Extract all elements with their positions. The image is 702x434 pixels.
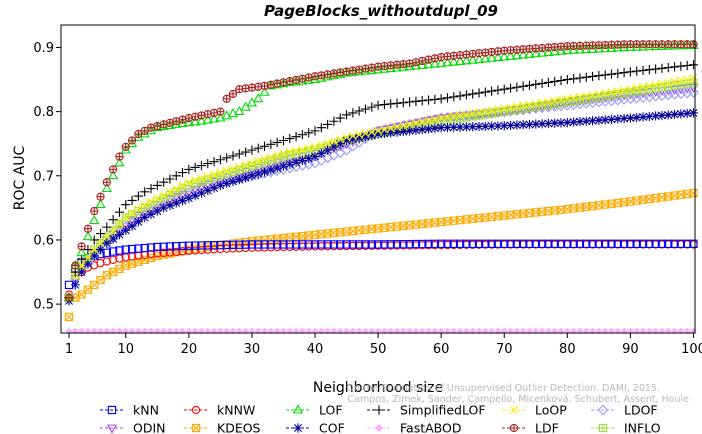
x-tick-label: 30 [244, 342, 261, 357]
legend: kNN kNNW LOF SimplifiedLOF LoOP LDOF ODIN KDEOS… [100, 403, 661, 434]
series-cof [64, 108, 699, 306]
x-tick-label: 10 [117, 342, 134, 357]
watermark-citation-line1: On the Evaluation of Unsupervised Outlie… [346, 383, 660, 394]
legend-label: LOF [319, 403, 343, 418]
series-lof [63, 39, 699, 302]
x-tick-label: 60 [433, 342, 450, 357]
axes: 1 10 20 30 40 50 60 70 80 90 100 0.5 0.6 0.7 0.8 0.9 [33, 24, 702, 357]
legend-item-ldof: LDOF [591, 403, 658, 418]
y-tick-label: 0.6 [33, 233, 54, 248]
chart-title: PageBlocks_withoutdupl_09 [264, 2, 498, 20]
series-loop [65, 74, 698, 302]
x-tick-label: 20 [181, 342, 198, 357]
watermark-citation-line2: Campos, Zimek, Sander, Campello, Micenko… [348, 394, 690, 405]
plot-frame [60, 24, 696, 334]
legend-label: ODIN [133, 421, 166, 434]
x-tick-label: 40 [307, 342, 324, 357]
series-inflo [64, 78, 698, 302]
series-ldf [64, 40, 698, 302]
legend-item-loop: LoOP [502, 403, 567, 418]
legend-item-odin: ODIN [100, 421, 166, 434]
legend-label: COF [319, 421, 345, 434]
legend-item-lof: LOF [286, 403, 343, 418]
legend-label: INFLO [624, 421, 661, 434]
legend-item-kdeos: KDEOS [184, 421, 261, 434]
x-axis-label: Neighborhood size [313, 380, 443, 396]
legend-item-knnw: kNNW [184, 403, 255, 418]
x-tick-label: 1 [65, 342, 73, 357]
legend-label: LoOP [535, 403, 567, 418]
legend-label: SimplifiedLOF [400, 403, 486, 418]
plot-area [63, 39, 699, 335]
legend-label: FastABOD [400, 421, 462, 434]
x-tick-label: 70 [496, 342, 513, 357]
legend-item-fastabod: FastABOD [367, 421, 462, 434]
legend-item-knn: kNN [100, 403, 159, 418]
x-tick-label: 80 [559, 342, 576, 357]
y-tick-label: 0.7 [33, 169, 54, 184]
x-tick-label: 100 [681, 342, 702, 357]
y-tick-label: 0.8 [33, 105, 54, 120]
legend-label: LDF [535, 421, 559, 434]
legend-item-cof: COF [286, 421, 345, 434]
y-axis-label: ROC AUC [12, 145, 28, 210]
legend-label: kNN [133, 403, 159, 418]
legend-label: kNNW [217, 403, 255, 418]
series-knn [64, 239, 698, 290]
legend-item-simplifiedlof: SimplifiedLOF [367, 403, 486, 418]
legend-label: KDEOS [217, 421, 261, 434]
legend-item-inflo: INFLO [591, 421, 661, 434]
series-simplifiedlof [64, 60, 699, 303]
x-tick-label: 90 [622, 342, 639, 357]
y-tick-label: 0.9 [33, 41, 54, 56]
x-tick-label: 50 [370, 342, 387, 357]
legend-item-ldf: LDF [502, 421, 559, 434]
legend-label: LDOF [624, 403, 658, 418]
y-tick-label: 0.5 [33, 298, 54, 313]
